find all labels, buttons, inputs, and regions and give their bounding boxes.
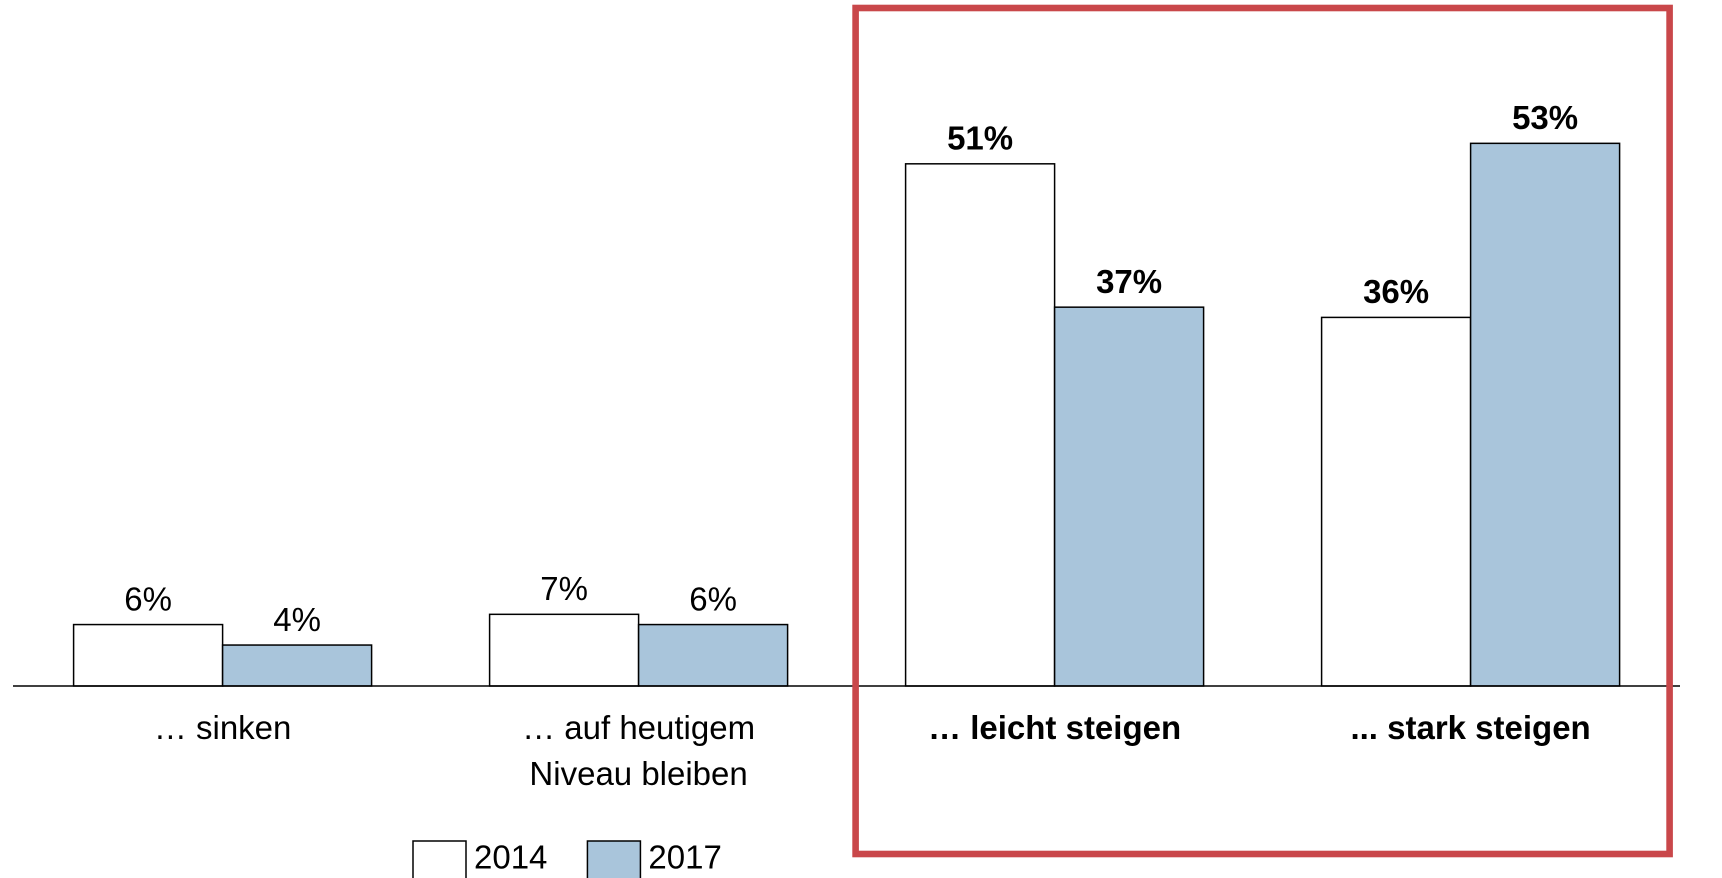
value-label: 4% [273, 601, 321, 638]
legend-label: 2014 [474, 839, 547, 876]
category-label: … auf heutigem Niveau bleiben [522, 709, 755, 792]
legend-swatch [586, 840, 642, 878]
category-label: … sinken [154, 709, 292, 746]
bar [221, 644, 373, 687]
bar [488, 613, 640, 687]
bar [72, 623, 224, 687]
value-label: 53% [1512, 99, 1578, 136]
value-label: 7% [540, 570, 588, 607]
highlight-box [852, 4, 1673, 858]
bar [1053, 306, 1205, 687]
value-label: 6% [124, 580, 172, 617]
bar [1320, 316, 1472, 687]
category-label: … leicht steigen [928, 709, 1181, 746]
value-label: 36% [1363, 273, 1429, 310]
value-label: 6% [689, 580, 737, 617]
bar [904, 163, 1056, 687]
value-label: 37% [1096, 263, 1162, 300]
legend-swatch [412, 840, 467, 878]
legend-label: 2017 [648, 839, 721, 876]
bar [637, 623, 789, 687]
bar [1469, 142, 1621, 687]
value-label: 51% [947, 120, 1013, 157]
category-label: ... stark steigen [1350, 709, 1590, 746]
